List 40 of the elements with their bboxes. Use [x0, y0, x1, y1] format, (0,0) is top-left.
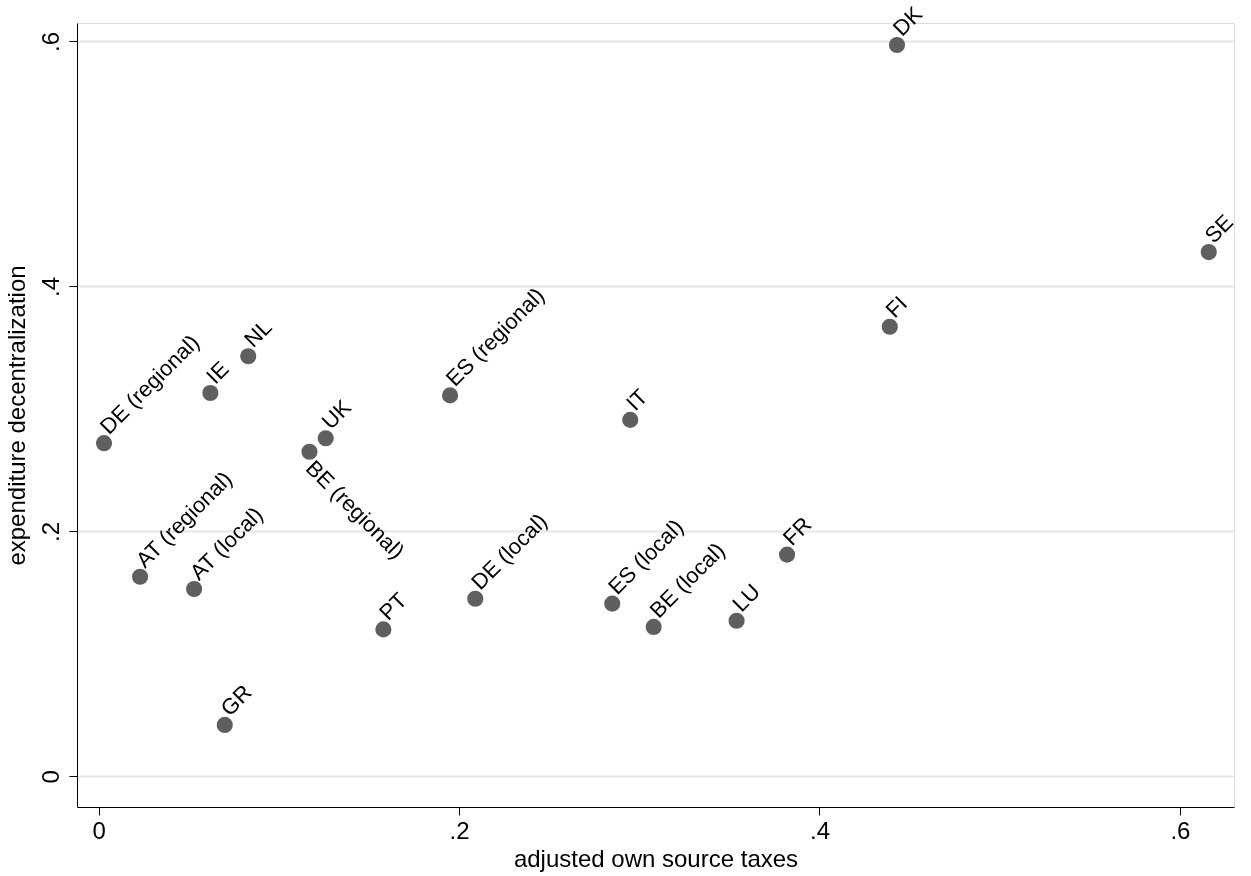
x-tick-label: .6	[1170, 816, 1191, 844]
x-axis-title: adjusted own source taxes	[513, 844, 799, 872]
x-tick-label: 0	[92, 816, 106, 844]
x-tick-label: .2	[449, 816, 470, 844]
annotation: IT	[621, 384, 653, 416]
point	[202, 384, 219, 401]
point	[317, 430, 334, 447]
point	[645, 618, 662, 635]
annotation: GR	[215, 679, 257, 721]
point	[779, 546, 796, 563]
point	[216, 716, 233, 733]
annotation: FR	[777, 511, 817, 551]
y-tick-label: .6	[36, 31, 64, 52]
point	[728, 612, 745, 629]
annotation: FI	[880, 291, 913, 323]
x-tick-label: .4	[809, 816, 831, 844]
y-tick-label: .4	[36, 276, 64, 297]
point	[240, 348, 257, 365]
point	[622, 411, 639, 428]
y-axis-title: expenditure decentralization	[2, 265, 30, 566]
point	[1200, 244, 1217, 261]
annotation: SE	[1199, 209, 1239, 248]
point	[888, 37, 906, 54]
y-tick-label: 0	[36, 770, 64, 784]
annotation: PT	[374, 587, 412, 626]
point	[467, 590, 484, 607]
annotation: NL	[239, 314, 277, 352]
point	[375, 621, 392, 638]
y-tick-label: .2	[36, 521, 64, 542]
annotation: LU	[727, 578, 765, 617]
point	[95, 435, 113, 452]
point	[881, 318, 898, 335]
point	[604, 595, 621, 612]
point	[132, 568, 149, 585]
point	[301, 443, 318, 460]
annotation: DK	[887, 1, 928, 41]
point	[186, 580, 203, 597]
annotation: IE	[201, 356, 234, 389]
point	[441, 387, 459, 404]
annotation: UK	[316, 394, 357, 435]
